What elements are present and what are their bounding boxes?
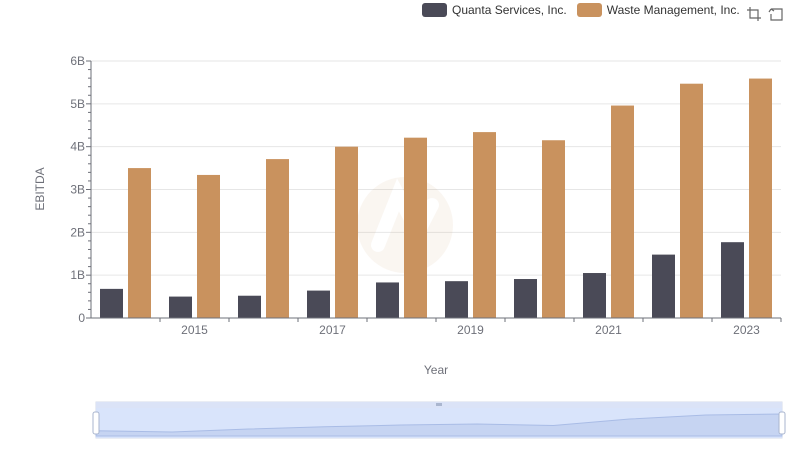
bar-quanta-2021[interactable]	[583, 273, 606, 318]
y-axis-label: EBITDA	[33, 167, 47, 210]
y-tick-label: 3B	[70, 183, 85, 197]
toolbox	[746, 6, 784, 22]
bar-waste-management-2014[interactable]	[128, 168, 151, 318]
bar-quanta-2014[interactable]	[100, 288, 123, 318]
data-zoom-left-handle[interactable]	[92, 411, 100, 435]
x-axis-label: Year	[424, 363, 448, 377]
bar-quanta-2019[interactable]	[445, 281, 468, 318]
bar-quanta-2023[interactable]	[721, 242, 744, 318]
bar-waste-management-2018[interactable]	[404, 137, 427, 318]
data-zoom-grip-icon[interactable]	[436, 403, 442, 406]
legend-label-waste-management: Waste Management, Inc.	[606, 3, 740, 17]
y-tick-label: 1B	[70, 268, 85, 282]
y-tick-label: 5B	[70, 97, 85, 111]
bar-waste-management-2022[interactable]	[680, 83, 703, 319]
bar-quanta-2018[interactable]	[376, 282, 399, 318]
data-zoom-preview-line	[95, 413, 783, 437]
bar-quanta-2016[interactable]	[238, 295, 261, 318]
y-tick-label: 4B	[70, 140, 85, 154]
bar-waste-management-2020[interactable]	[542, 140, 565, 318]
bar-quanta-2020[interactable]	[514, 279, 537, 318]
legend: Quanta Services, Inc. Waste Management, …	[422, 3, 750, 17]
bar-waste-management-2017[interactable]	[335, 146, 358, 318]
x-tick-label: 2021	[595, 323, 622, 337]
bar-waste-management-2023[interactable]	[749, 78, 772, 318]
x-tick-label: 2017	[319, 323, 346, 337]
legend-item-waste-management[interactable]: Waste Management, Inc.	[576, 3, 740, 17]
y-tick-label: 6B	[70, 54, 85, 68]
restore-icon[interactable]	[768, 6, 784, 22]
legend-item-quanta[interactable]: Quanta Services, Inc.	[422, 3, 567, 17]
x-tick-label: 2023	[733, 323, 760, 337]
bar-quanta-2017[interactable]	[307, 290, 330, 318]
legend-swatch-waste-management	[576, 3, 602, 17]
legend-label-quanta: Quanta Services, Inc.	[452, 3, 567, 17]
legend-swatch-quanta	[422, 3, 447, 17]
bar-quanta-2015[interactable]	[169, 296, 192, 318]
data-zoom-slider[interactable]	[92, 401, 786, 439]
data-zoom-right-handle[interactable]	[778, 411, 786, 435]
bar-waste-management-2015[interactable]	[197, 174, 220, 318]
bar-quanta-2022[interactable]	[652, 254, 675, 318]
x-axis-ticks: 2015 2017 2019 2021 2023	[159, 318, 782, 337]
y-tick-label: 0	[78, 311, 85, 325]
y-axis-ticks: 0 1B 2B 3B 4B 5B 6B	[70, 54, 91, 325]
bar-waste-management-2016[interactable]	[266, 159, 289, 318]
y-tick-label: 2B	[70, 225, 85, 239]
bar-waste-management-2021[interactable]	[611, 105, 634, 319]
zoom-icon[interactable]	[746, 6, 762, 22]
bars	[100, 78, 772, 319]
bar-waste-management-2019[interactable]	[473, 132, 496, 318]
x-tick-label: 2019	[457, 323, 484, 337]
x-tick-label: 2015	[181, 323, 208, 337]
